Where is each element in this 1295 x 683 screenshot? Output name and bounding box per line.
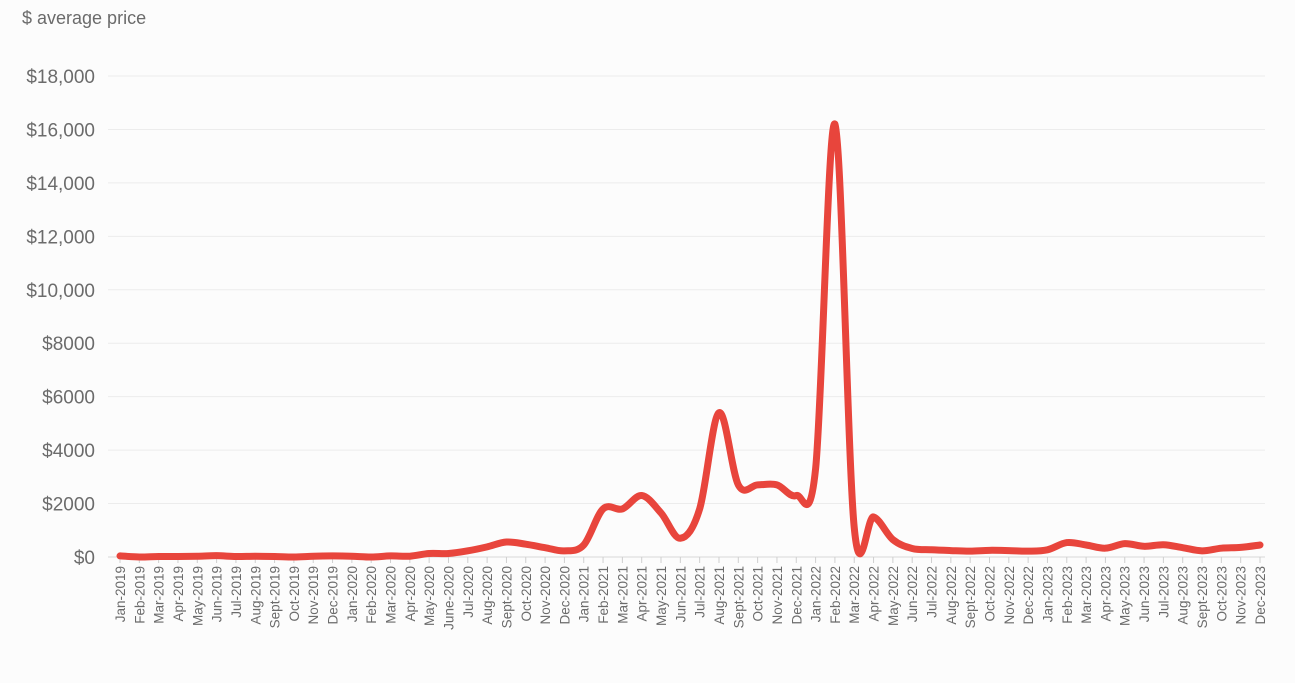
y-tick-label: $4000 [42,441,95,462]
x-tick-label: Apr-2022 [867,566,882,622]
x-tick-label: Jun-2021 [673,566,688,622]
series-line [116,120,1264,561]
x-tick-label: Feb-2022 [828,566,843,624]
x-tick-label: Feb-2020 [364,566,379,624]
x-tick-label: Sept-2020 [499,566,514,628]
x-tick-label: Apr-2020 [403,566,418,622]
x-tick-label: Jul-2022 [925,566,940,618]
x-tick-label: Apr-2019 [171,566,186,622]
x-tick-label: May-2020 [422,566,437,626]
y-tick-label: $12,000 [26,227,95,248]
x-tick-label: Mar-2023 [1079,566,1094,624]
x-tick-label: Aug-2022 [944,566,959,625]
x-tick-label: Nov-2020 [538,566,553,625]
x-tick-label: Nov-2019 [306,566,321,625]
x-tick-label: Jan-2023 [1040,566,1055,622]
x-tick-label: Jun-2022 [905,566,920,622]
x-tick-label: Jul-2023 [1156,566,1171,618]
x-tick-label: Aug-2019 [248,566,263,625]
y-tick-label: $6000 [42,388,95,409]
y-tick-label: $14,000 [26,174,95,195]
x-tick-label: May-2021 [654,566,669,626]
y-tick-label: $18,000 [26,67,95,88]
x-tick-label: Apr-2021 [635,566,650,622]
y-tick-labels: $0 $2000 $4000 $6000 $8000 $10,000 $12,000 $14,… [26,67,95,569]
y-tick-label: $8000 [42,334,95,355]
x-tick-label: Mar-2021 [615,566,630,624]
x-tick-label: Sept-2021 [731,566,746,628]
x-tick-labels: Jan-2019 Feb-2019 Mar-2019 Apr-2019 May-2019… [113,566,1268,630]
x-tick-label: Mar-2020 [384,566,399,624]
x-tick-label: Oct-2023 [1214,566,1229,622]
x-tick-label: Jul-2020 [461,566,476,618]
x-tick-label: Sept-2022 [963,566,978,628]
x-tick-label: May-2019 [190,566,205,626]
x-tick-label: Dec-2019 [326,566,341,625]
y-tick-label: $2000 [42,495,95,516]
x-tick-label: Dec-2023 [1253,566,1268,625]
x-tick-label: Dec-2020 [557,566,572,625]
x-tick-label: Sept-2019 [268,566,283,628]
x-tick-label: Dec-2021 [789,566,804,625]
x-tick-label: Jan-2022 [809,566,824,622]
x-tick-label: Nov-2022 [1002,566,1017,625]
y-tick-label: $10,000 [26,281,95,302]
x-tick-label: May-2022 [886,566,901,626]
x-tick-label: Feb-2019 [132,566,147,624]
x-tick-label: Aug-2020 [480,566,495,625]
y-axis-label: $ average price [22,8,147,28]
gridlines [108,75,1265,558]
x-tick-label: Dec-2022 [1021,566,1036,625]
x-tick-label: Feb-2021 [596,566,611,624]
x-tick-label: Mar-2019 [152,566,167,624]
y-tick-label: $0 [74,548,95,569]
x-tick-label: Apr-2023 [1098,566,1113,622]
x-tick-label: Oct-2021 [751,566,766,622]
x-tick-label: May-2023 [1118,566,1133,626]
x-tick-label: Oct-2022 [982,566,997,622]
x-tick-label: Feb-2023 [1060,566,1075,624]
x-tick-label: Jul-2019 [229,566,244,618]
x-tick-label: Mar-2022 [847,566,862,624]
x-tick-label: Jun-2019 [210,566,225,622]
x-tick-label: Jun-2023 [1137,566,1152,622]
x-tick-label: Oct-2020 [519,566,534,622]
x-tick-label: Nov-2023 [1234,566,1249,625]
x-tick-label: Aug-2021 [712,566,727,625]
x-tick-label: Aug-2023 [1176,566,1191,625]
y-tick-label: $16,000 [26,120,95,141]
x-tick-label: Nov-2021 [770,566,785,625]
x-tick-label: Jan-2019 [113,566,128,622]
x-tick-label: Oct-2019 [287,566,302,622]
x-tick-label: Sept-2023 [1195,566,1210,628]
x-tick-label: June-2020 [441,566,456,630]
x-tick-label: Jan-2021 [577,566,592,622]
x-tick-label: Jan-2020 [345,566,360,622]
x-tick-label: Jul-2021 [693,566,708,618]
